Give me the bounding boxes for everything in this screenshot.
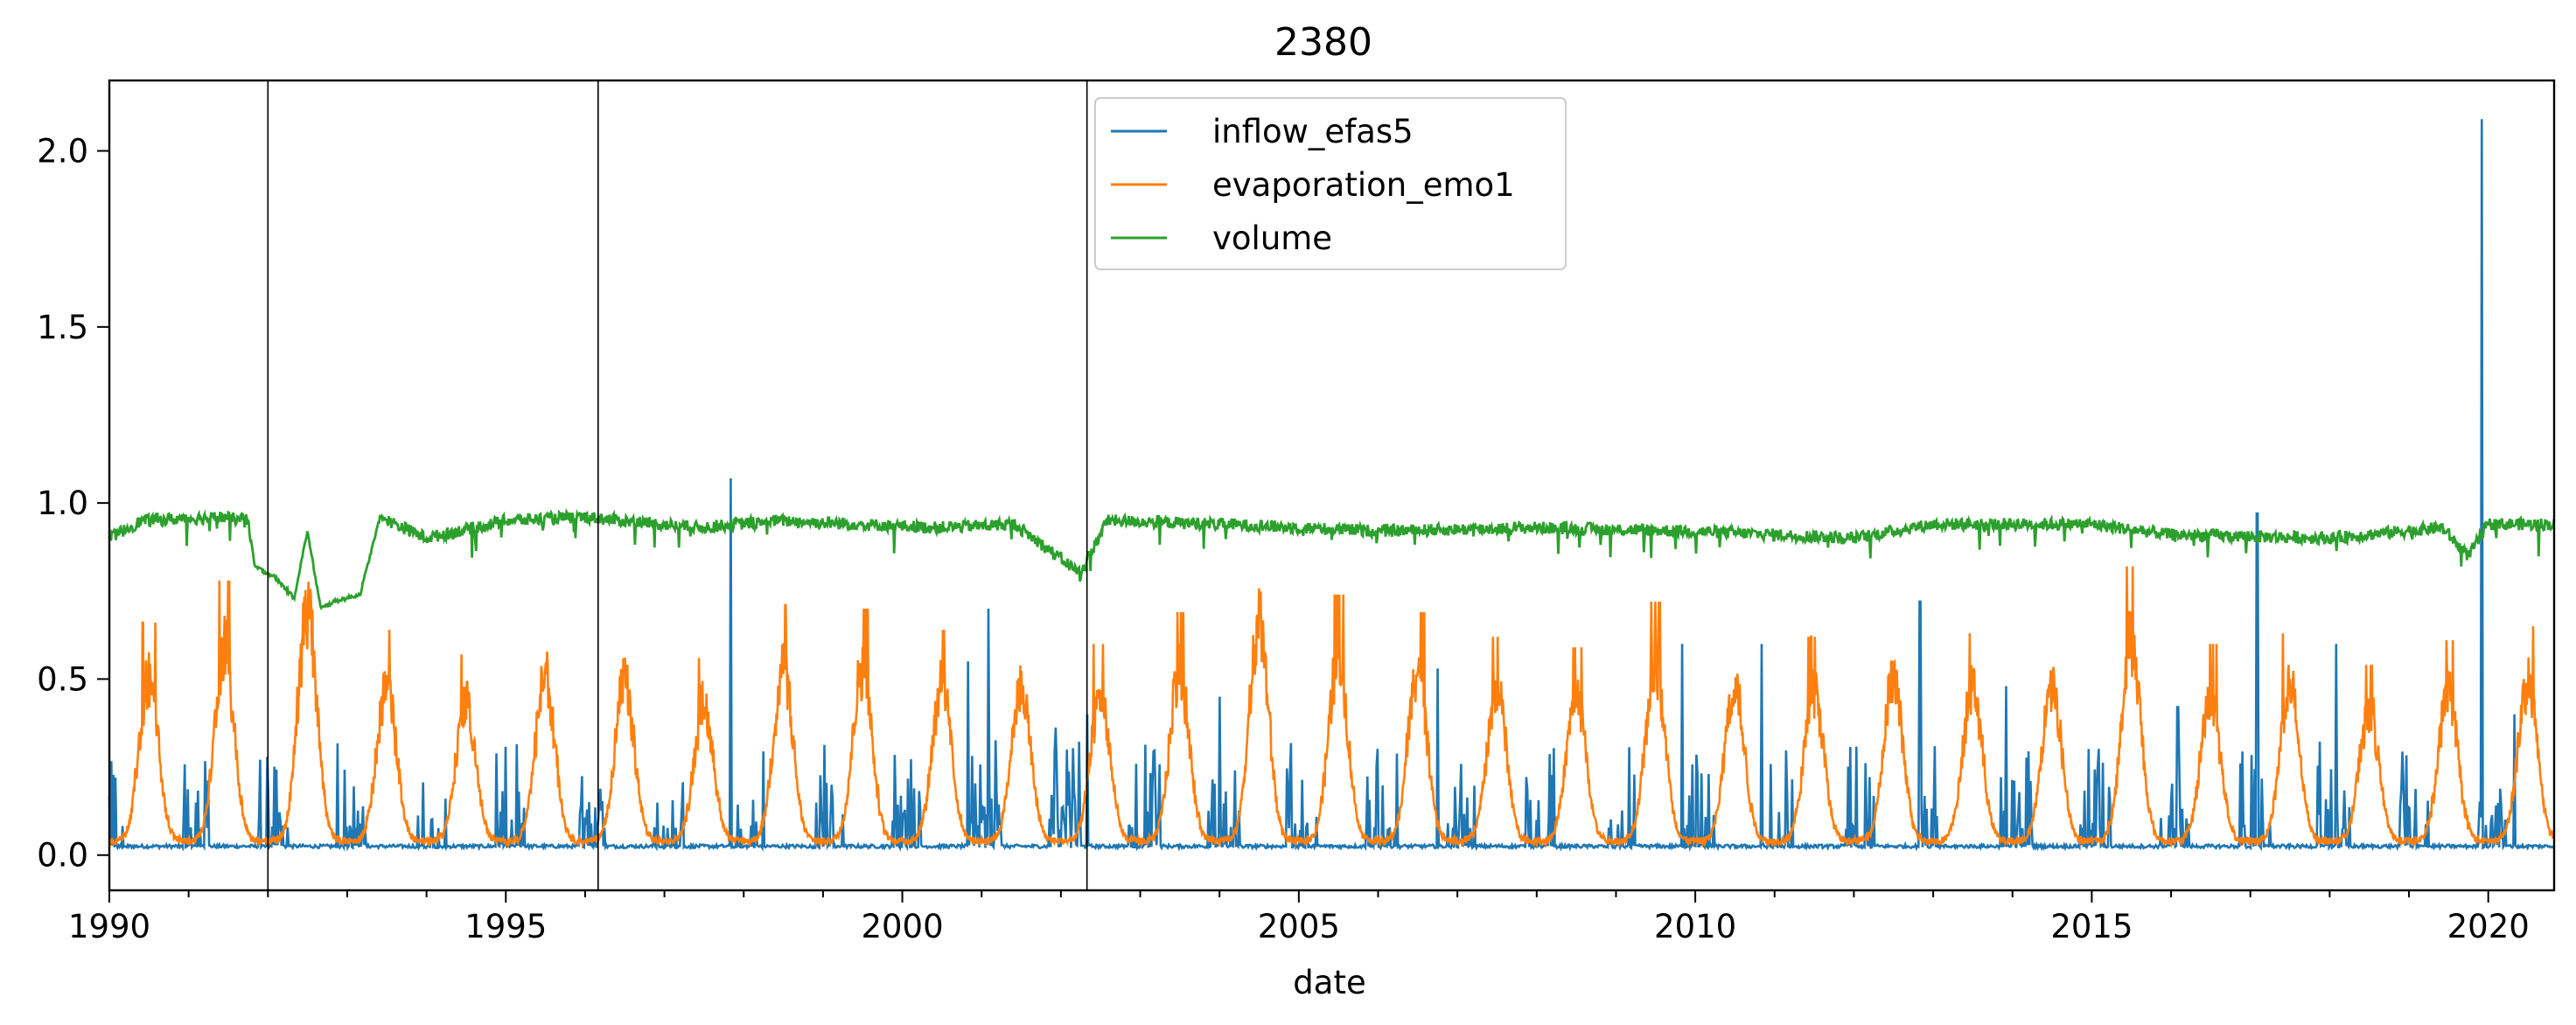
series-line-evaporation_emo1 xyxy=(108,566,2556,849)
legend-box xyxy=(1094,97,1567,270)
x-tick-label: 2015 xyxy=(2050,908,2133,945)
x-axis: 1990 1995 2000 2005 2010 2015 2020 xyxy=(68,890,2530,945)
legend-label-volume: volume xyxy=(1212,220,1332,257)
x-tick-label: 2020 xyxy=(2447,908,2530,945)
y-tick-label: 1.0 xyxy=(37,485,88,522)
x-tick-label: 2005 xyxy=(1258,908,1340,945)
y-tick-label: 2.0 xyxy=(37,133,88,171)
x-axis-label: date xyxy=(1293,964,1365,1001)
plot-frame xyxy=(108,79,2556,892)
x-tick-label: 1995 xyxy=(464,908,547,945)
chart-title: 2380 xyxy=(1274,20,1372,65)
y-axis: 0.0 0.5 1.0 1.5 2.0 xyxy=(37,133,109,875)
legend-label-inflow_efas5: inflow_efas5 xyxy=(1212,113,1414,150)
y-tick-label: 0.0 xyxy=(37,837,88,875)
x-tick-label: 1990 xyxy=(68,908,150,945)
y-tick-label: 1.5 xyxy=(37,309,88,346)
legend-label-evaporation_emo1: evaporation_emo1 xyxy=(1212,166,1515,204)
x-tick-label: 2010 xyxy=(1654,908,1736,945)
vertical-lines xyxy=(267,80,1088,890)
series-line-volume xyxy=(108,507,2556,610)
series-layer xyxy=(108,119,2556,853)
series-line-inflow_efas5 xyxy=(108,119,2556,853)
x-tick-label: 2000 xyxy=(861,908,943,945)
y-tick-label: 0.5 xyxy=(37,660,88,698)
